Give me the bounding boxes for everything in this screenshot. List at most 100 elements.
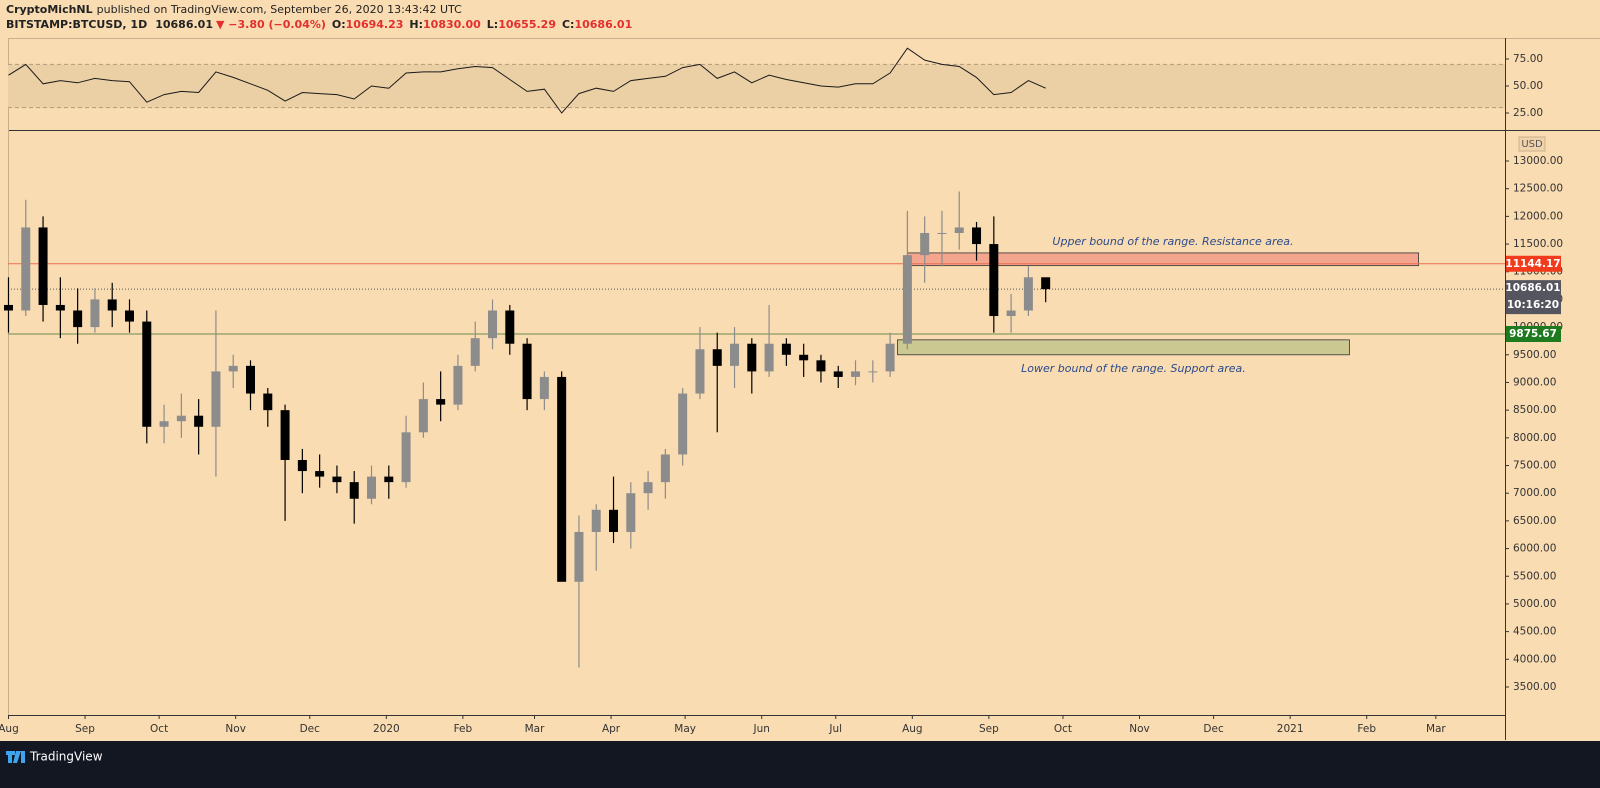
y-tick-label: 9500.00 [1513, 349, 1556, 361]
symbol-line: BITSTAMP:BTCUSD, 1D 10686.01 ▼ −3.80 (−0.0… [6, 18, 632, 31]
x-tick-label: Feb [1357, 723, 1376, 735]
candle-body [920, 232, 930, 256]
candle-body [142, 321, 152, 427]
y-tick-label: 4000.00 [1513, 653, 1556, 665]
candle-body [937, 232, 947, 234]
y-tick-label: 7000.00 [1513, 487, 1556, 499]
candle-body [591, 509, 601, 532]
y-tick-label: 5000.00 [1513, 598, 1556, 610]
x-tick-label: Feb [454, 723, 473, 735]
ohlc-label: L: [487, 18, 498, 31]
brand: TradingView [29, 750, 103, 764]
candle-body [159, 421, 169, 427]
y-tick-label: 25.00 [1513, 107, 1543, 119]
published: published on TradingView.com, September … [97, 3, 462, 16]
x-tick-label: Mar [525, 723, 545, 735]
x-tick-label: Sep [75, 723, 95, 735]
candle-body [38, 227, 48, 305]
zone [897, 339, 1350, 356]
candle-body [851, 371, 861, 377]
candle-body [315, 471, 325, 477]
price-box [1506, 280, 1561, 315]
y-tick-label: 50.00 [1513, 80, 1543, 92]
candle-body [297, 459, 307, 472]
candle-body [470, 338, 480, 366]
candle-body [972, 227, 982, 245]
y-tick-label: 7500.00 [1513, 460, 1556, 472]
candle-body [643, 482, 653, 494]
y-tick-label: 12500.00 [1513, 183, 1563, 195]
candle-body [1006, 310, 1016, 317]
candle-body [522, 343, 532, 400]
price-box [1506, 325, 1561, 342]
candle-body [21, 227, 31, 311]
ohlc-value: 10830.00 [423, 18, 481, 31]
candle-body [176, 415, 186, 422]
candle-body [609, 509, 619, 532]
change: ▼ −3.80 (−0.04%) [216, 18, 326, 31]
candle-body [349, 482, 359, 499]
ohlc-label: O: [332, 18, 346, 31]
candle-body [263, 393, 273, 411]
candle-body [816, 360, 826, 372]
annotation: Lower bound of the range. Support area. [1021, 362, 1246, 375]
candle-body [505, 310, 515, 344]
candle-body [902, 255, 912, 344]
last: 10686.01 [155, 18, 213, 31]
candle-body [574, 531, 584, 582]
x-tick-label: Nov [225, 723, 246, 735]
candle-body [384, 476, 394, 483]
x-tick-label: Jun [752, 723, 769, 735]
ohlc-value: 10686.01 [574, 18, 632, 31]
candle-body [539, 376, 549, 400]
candle-body [989, 244, 999, 317]
y-tick-label: 8500.00 [1513, 404, 1556, 416]
x-tick-label: Oct [150, 723, 168, 735]
annotation: Upper bound of the range. Resistance are… [1052, 235, 1293, 248]
logo [6, 751, 25, 763]
candle-body [695, 349, 705, 394]
ohlc-value: 10655.29 [498, 18, 556, 31]
y-tick-label: 11500.00 [1513, 238, 1563, 250]
candle-body [436, 399, 446, 405]
y-tick-label: 75.00 [1513, 53, 1543, 65]
ohlc-value: 10694.23 [346, 18, 404, 31]
unit-box [1518, 136, 1546, 152]
x-tick-label: Oct [1054, 723, 1072, 735]
ohlc-label: H: [409, 18, 423, 31]
candle-body [1023, 277, 1033, 311]
price-box [1506, 255, 1561, 272]
author: CryptoMichNL [6, 3, 93, 16]
y-tick-label: 12000.00 [1513, 210, 1563, 222]
candle-body [3, 304, 13, 311]
x-tick-label: Nov [1129, 723, 1150, 735]
price-label: 9875.67 [1509, 328, 1557, 340]
x-tick-label: May [674, 723, 696, 735]
candle-body [280, 410, 290, 460]
candle-body [764, 343, 774, 372]
candle-body [747, 343, 757, 372]
y-tick-label: 6000.00 [1513, 543, 1556, 555]
y-tick-label: 6500.00 [1513, 515, 1556, 527]
x-tick-label: Dec [300, 723, 321, 735]
y-tick-label: 4500.00 [1513, 626, 1556, 638]
candle-body [211, 371, 221, 427]
candle-body [488, 310, 498, 339]
candle-body [367, 476, 377, 499]
candle-body [401, 432, 411, 483]
candle-body [730, 343, 740, 366]
plot: Upper bound of the range. Resistance are… [0, 47, 1563, 735]
candle-body [107, 299, 117, 311]
x-tick-label: Apr [602, 723, 621, 735]
x-tick-label: Aug [902, 723, 923, 735]
candle-body [418, 399, 428, 433]
footer-bar [0, 741, 1600, 788]
candle-body [660, 454, 670, 483]
candle-body [557, 376, 567, 582]
candle-body [90, 299, 100, 328]
candle-body [194, 415, 204, 427]
candle-body [453, 365, 463, 405]
candle-body [954, 227, 964, 233]
